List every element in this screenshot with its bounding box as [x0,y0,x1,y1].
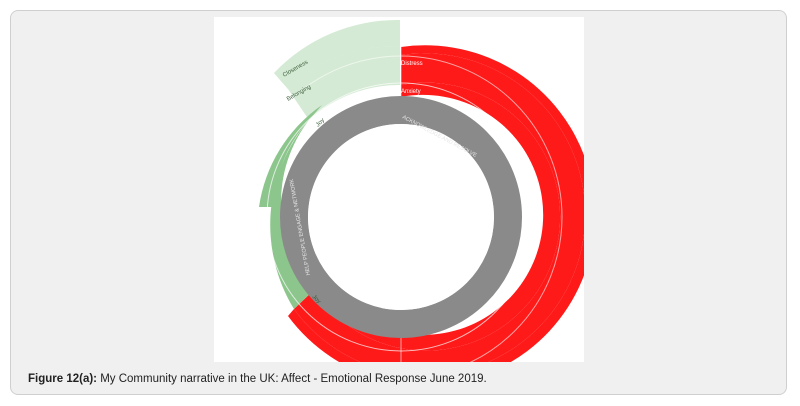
sunburst-chart: Distress Anxiety Closeness Belonging Joy… [239,19,584,362]
label-distress: Distress [401,61,423,67]
center-hole [308,124,494,310]
inner-ring [280,96,522,338]
caption-text: My Community narrative in the UK: Affect… [97,373,487,385]
label-joy-top: Joy [315,118,326,129]
anxiety-segment [294,53,584,362]
figure-caption: Figure 12(a): My Community narrative in … [28,373,487,385]
joy-segment [270,120,314,309]
belonging-segment [288,46,400,120]
joy-small-segment [259,105,322,207]
sunburst-figure: Distress Anxiety Closeness Belonging Joy… [214,17,584,362]
label-anxiety: Anxiety [401,89,421,95]
label-joy-bottom: Joy [311,294,322,305]
belonging-outer-segment [274,19,400,89]
caption-label: Figure 12(a): [28,373,98,385]
